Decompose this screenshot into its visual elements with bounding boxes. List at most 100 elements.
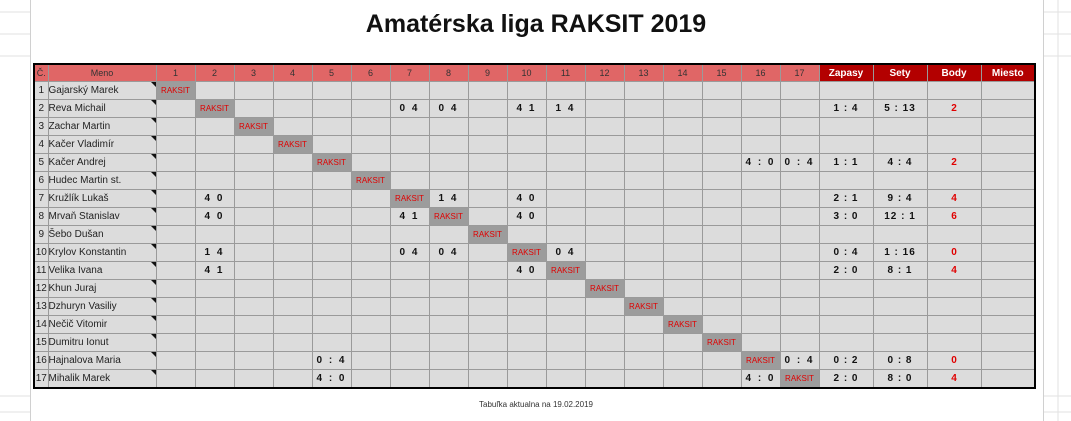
empty-result-cell[interactable]: [467, 279, 508, 298]
player-name[interactable]: Nečič Vitomir: [47, 315, 157, 334]
empty-result-cell[interactable]: [779, 225, 820, 244]
empty-result-cell[interactable]: [662, 171, 703, 190]
empty-result-cell[interactable]: [740, 243, 781, 262]
empty-result-cell[interactable]: [623, 207, 664, 226]
empty-result-cell[interactable]: [467, 369, 508, 389]
empty-result-cell[interactable]: [506, 315, 547, 334]
empty-result-cell[interactable]: [623, 243, 664, 262]
matches-total[interactable]: [818, 135, 874, 154]
empty-result-cell[interactable]: [740, 99, 781, 118]
empty-result-cell[interactable]: [311, 81, 352, 100]
empty-result-cell[interactable]: [545, 135, 586, 154]
empty-result-cell[interactable]: [662, 117, 703, 136]
match-result-cell[interactable]: 1 4: [194, 243, 235, 262]
empty-result-cell[interactable]: [506, 279, 547, 298]
points-total[interactable]: [926, 135, 982, 154]
empty-result-cell[interactable]: [350, 189, 391, 208]
empty-result-cell[interactable]: [194, 117, 235, 136]
empty-result-cell[interactable]: [428, 261, 469, 280]
empty-result-cell[interactable]: [311, 189, 352, 208]
match-result-cell[interactable]: 0 4: [545, 243, 586, 262]
empty-result-cell[interactable]: [623, 171, 664, 190]
self-match-cell[interactable]: RAKSIT: [740, 351, 781, 370]
points-total[interactable]: 4: [926, 261, 982, 280]
empty-result-cell[interactable]: [467, 171, 508, 190]
empty-result-cell[interactable]: [311, 243, 352, 262]
empty-result-cell[interactable]: [233, 135, 274, 154]
rank-cell[interactable]: [980, 135, 1036, 154]
points-total[interactable]: [926, 81, 982, 100]
matches-total[interactable]: 3 : 0: [818, 207, 874, 226]
empty-result-cell[interactable]: [233, 315, 274, 334]
points-total[interactable]: [926, 297, 982, 316]
self-match-cell[interactable]: RAKSIT: [311, 153, 352, 172]
empty-result-cell[interactable]: [623, 351, 664, 370]
empty-result-cell[interactable]: [194, 171, 235, 190]
points-total[interactable]: 4: [926, 189, 982, 208]
sets-total[interactable]: 1 : 16: [872, 243, 928, 262]
empty-result-cell[interactable]: [701, 369, 742, 389]
empty-result-cell[interactable]: [311, 261, 352, 280]
matches-total[interactable]: 2 : 0: [818, 369, 874, 389]
empty-result-cell[interactable]: [311, 117, 352, 136]
match-result-cell[interactable]: 4 0: [194, 189, 235, 208]
match-result-cell[interactable]: 4 1: [389, 207, 430, 226]
rank-cell[interactable]: [980, 261, 1036, 280]
empty-result-cell[interactable]: [740, 189, 781, 208]
empty-result-cell[interactable]: [194, 81, 235, 100]
sets-total[interactable]: [872, 297, 928, 316]
player-name[interactable]: Hajnalova Maria: [47, 351, 157, 370]
empty-result-cell[interactable]: [155, 315, 196, 334]
empty-result-cell[interactable]: [233, 99, 274, 118]
sets-total[interactable]: [872, 315, 928, 334]
empty-result-cell[interactable]: [662, 243, 703, 262]
empty-result-cell[interactable]: [623, 369, 664, 389]
empty-result-cell[interactable]: [662, 153, 703, 172]
empty-result-cell[interactable]: [545, 171, 586, 190]
match-result-cell[interactable]: 1 4: [428, 189, 469, 208]
empty-result-cell[interactable]: [623, 99, 664, 118]
empty-result-cell[interactable]: [428, 369, 469, 389]
self-match-cell[interactable]: RAKSIT: [428, 207, 469, 226]
empty-result-cell[interactable]: [506, 297, 547, 316]
self-match-cell[interactable]: RAKSIT: [350, 171, 391, 190]
sets-total[interactable]: [872, 135, 928, 154]
empty-result-cell[interactable]: [155, 153, 196, 172]
empty-result-cell[interactable]: [701, 99, 742, 118]
empty-result-cell[interactable]: [311, 225, 352, 244]
empty-result-cell[interactable]: [311, 171, 352, 190]
empty-result-cell[interactable]: [701, 153, 742, 172]
self-match-cell[interactable]: RAKSIT: [662, 315, 703, 334]
empty-result-cell[interactable]: [428, 171, 469, 190]
rank-cell[interactable]: [980, 279, 1036, 298]
sets-total[interactable]: [872, 171, 928, 190]
empty-result-cell[interactable]: [701, 351, 742, 370]
empty-result-cell[interactable]: [350, 99, 391, 118]
empty-result-cell[interactable]: [662, 81, 703, 100]
empty-result-cell[interactable]: [779, 333, 820, 352]
empty-result-cell[interactable]: [623, 225, 664, 244]
empty-result-cell[interactable]: [389, 153, 430, 172]
empty-result-cell[interactable]: [740, 225, 781, 244]
empty-result-cell[interactable]: [272, 153, 313, 172]
matches-total[interactable]: 0 : 4: [818, 243, 874, 262]
match-result-cell[interactable]: 0 : 4: [311, 351, 352, 370]
match-result-cell[interactable]: 4 0: [506, 207, 547, 226]
empty-result-cell[interactable]: [428, 135, 469, 154]
matches-total[interactable]: [818, 171, 874, 190]
empty-result-cell[interactable]: [311, 135, 352, 154]
matches-total[interactable]: 1 : 4: [818, 99, 874, 118]
player-name[interactable]: Mihalik Marek: [47, 369, 157, 389]
empty-result-cell[interactable]: [272, 261, 313, 280]
empty-result-cell[interactable]: [584, 189, 625, 208]
matches-total[interactable]: [818, 333, 874, 352]
empty-result-cell[interactable]: [311, 279, 352, 298]
points-total[interactable]: 4: [926, 369, 982, 389]
empty-result-cell[interactable]: [506, 153, 547, 172]
empty-result-cell[interactable]: [155, 243, 196, 262]
empty-result-cell[interactable]: [623, 153, 664, 172]
match-result-cell[interactable]: 0 4: [428, 243, 469, 262]
rank-cell[interactable]: [980, 171, 1036, 190]
empty-result-cell[interactable]: [545, 117, 586, 136]
empty-result-cell[interactable]: [155, 261, 196, 280]
